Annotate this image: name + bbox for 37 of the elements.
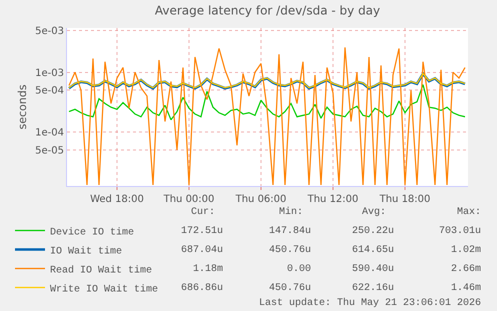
text: 687.04u (181, 245, 224, 256)
x-tick-label: Thu 06:00 (234, 194, 286, 205)
x-tick-label: Wed 18:00 (90, 194, 144, 205)
text: 147.84u (269, 226, 312, 237)
text: 1.02m (451, 245, 482, 256)
y-axis-title: seconds (16, 84, 29, 130)
text: 172.51u (181, 226, 224, 237)
text: 703.01u (439, 226, 482, 237)
x-tick-label: Thu 00:00 (162, 194, 214, 205)
legend-label: IO Wait time (50, 245, 122, 258)
text: 614.65u (352, 245, 394, 256)
text: 0.00 (287, 264, 312, 275)
text: 1.46m (451, 283, 482, 294)
text: Cur: (191, 207, 216, 218)
text: Max: (457, 207, 482, 218)
text: Avg: (362, 207, 386, 218)
text: Last update: Thu May 21 23:06:01 2026 (259, 297, 482, 309)
text: 590.40u (352, 264, 394, 275)
text: Min: (279, 206, 304, 218)
y-tick-label: 5e-03 (35, 26, 64, 37)
legend-label: Device IO time (50, 226, 134, 238)
text: 2.66m (451, 264, 482, 275)
text: 450.76u (269, 283, 312, 294)
chart-title: Average latency for /dev/sda - by day (154, 3, 380, 18)
legend-label: Read IO Wait time (50, 264, 152, 276)
y-tick-label: 1e-03 (35, 68, 64, 79)
text: 686.86u (181, 283, 224, 294)
text: 1.18m (193, 264, 224, 275)
legend-label: Write IO Wait time (50, 283, 158, 296)
text: 622.16u (352, 283, 394, 294)
x-tick-label: Thu 18:00 (378, 194, 430, 205)
y-tick-label: 1e-04 (35, 128, 64, 139)
y-tick-label: 5e-04 (35, 86, 64, 97)
text: 450.76u (269, 245, 312, 256)
y-tick-label: 5e-05 (35, 146, 64, 157)
text: 250.22u (352, 226, 394, 237)
x-tick-label: Thu 12:00 (306, 194, 358, 205)
